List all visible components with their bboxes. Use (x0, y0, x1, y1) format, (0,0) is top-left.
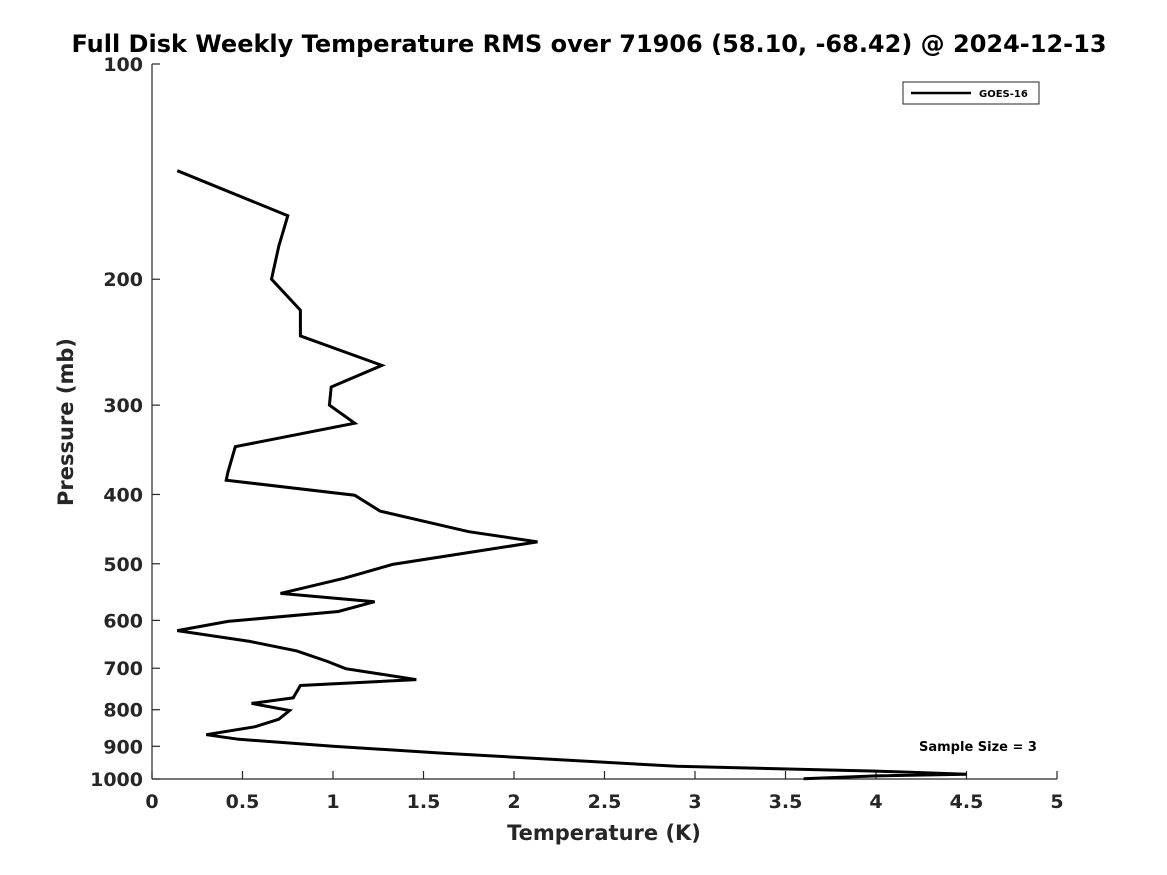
y-tick-label: 400 (103, 484, 143, 506)
x-tick-label: 5 (1050, 791, 1063, 813)
chart-title: Full Disk Weekly Temperature RMS over 71… (71, 30, 1106, 58)
y-tick-label: 800 (103, 700, 143, 722)
legend-label-goes-16: GOES-16 (979, 89, 1028, 100)
y-tick-label: 1000 (90, 769, 143, 791)
y-tick-label: 300 (103, 395, 143, 417)
x-tick-label: 4 (869, 791, 882, 813)
x-tick-label: 1.5 (407, 791, 441, 813)
y-tick-label: 600 (103, 610, 143, 632)
y-ticks: 100 200 300 400 500 600 700 800 900 1000 (90, 54, 160, 791)
x-axis-label: Temperature (K) (507, 821, 701, 845)
x-tick-label: 2.5 (588, 791, 622, 813)
x-tick-label: 1 (326, 791, 339, 813)
x-tick-label: 0 (145, 791, 158, 813)
y-tick-label: 500 (103, 554, 143, 576)
y-tick-label: 700 (103, 658, 143, 680)
x-tick-label: 3.5 (769, 791, 803, 813)
legend: GOES-16 (902, 81, 1040, 105)
series-line-goes-16 (176, 169, 967, 781)
x-tick-label: 2 (507, 791, 520, 813)
y-tick-label: 200 (103, 269, 143, 291)
sample-size-annotation: Sample Size = 3 (919, 740, 1037, 755)
y-axis-label: Pressure (mb) (54, 338, 78, 506)
y-tick-label: 900 (103, 736, 143, 758)
x-tick-label: 4.5 (950, 791, 984, 813)
axes (151, 64, 1057, 780)
x-tick-label: 0.5 (226, 791, 260, 813)
x-tick-label: 3 (688, 791, 701, 813)
y-tick-label: 100 (103, 54, 143, 76)
x-ticks: 0 0.5 1 1.5 2 2.5 3 3.5 4 4.5 5 (145, 771, 1064, 813)
series-layer (176, 169, 967, 781)
